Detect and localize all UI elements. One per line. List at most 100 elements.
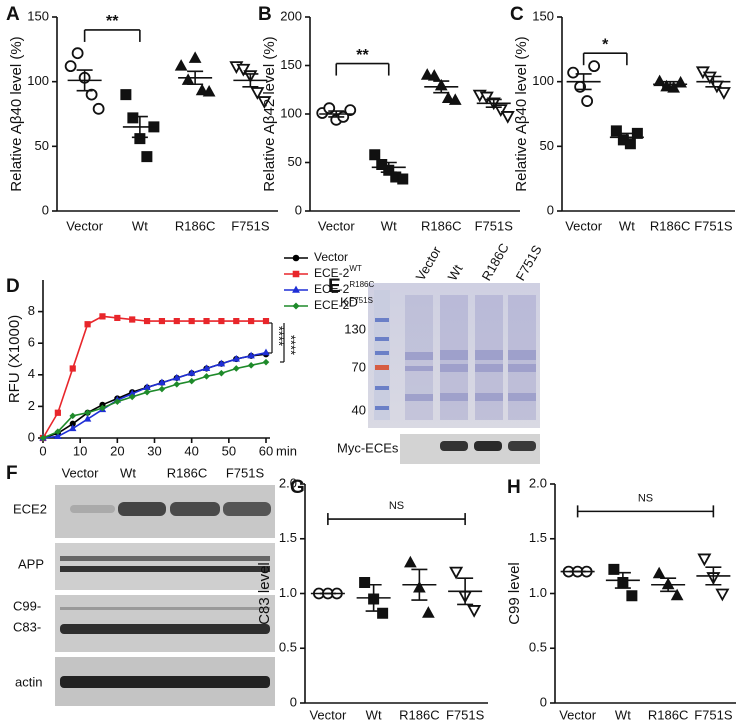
x-tick-label: Vector [565, 218, 603, 233]
data-point [448, 93, 462, 105]
row-label: C83- [13, 619, 41, 634]
data-point [247, 351, 255, 359]
y-axis-label: Relative Aβ42 level (%) [261, 36, 278, 191]
data-point [71, 47, 84, 60]
data-point [203, 373, 210, 380]
row-label: actin [15, 674, 42, 689]
panel-letter: C [510, 4, 524, 25]
panel-letter: B [258, 4, 272, 25]
y-tick-label: 2.0 [279, 475, 297, 490]
y-tick-label: 200 [280, 8, 302, 23]
y-tick-label: 1.0 [279, 585, 297, 600]
data-point [143, 388, 151, 396]
significance-label: ** [106, 13, 119, 30]
row-label: C99- [13, 598, 41, 613]
data-point [188, 51, 202, 63]
data-point [236, 63, 251, 77]
data-point [670, 588, 684, 601]
data-point [54, 428, 62, 435]
data-point [158, 385, 166, 393]
y-tick-label: 150 [532, 8, 554, 23]
x-tick-label: F751S [475, 218, 514, 233]
significance-label: NS [389, 500, 404, 512]
data-point [247, 362, 255, 369]
x-tick-label: 0 [39, 443, 46, 458]
data-point [262, 358, 270, 366]
data-point [652, 566, 666, 579]
y-tick-label: 0.5 [529, 640, 547, 655]
legend-marker [292, 254, 300, 262]
y-tick-label: 2.0 [529, 475, 547, 490]
data-point [158, 317, 166, 325]
x-tick-label: F751S [694, 218, 733, 233]
data-point [218, 369, 225, 377]
data-point [427, 69, 441, 81]
data-point [54, 409, 61, 416]
data-point [69, 412, 77, 420]
y-tick-label: 0 [547, 202, 554, 217]
lane-label: Vector [413, 243, 445, 283]
data-point [127, 112, 139, 124]
panel-letter: G [290, 477, 305, 498]
x-tick-label: 30 [147, 443, 161, 458]
data-point [187, 369, 196, 376]
row-label: ECE2 [13, 501, 47, 516]
y-tick-label: 1.5 [279, 530, 297, 545]
y-tick-label: 100 [532, 73, 554, 88]
western-blot-image [55, 485, 275, 706]
legend-name: ECE-2 [314, 266, 350, 280]
legend-superscript: R186C [349, 280, 374, 289]
data-point [404, 555, 417, 568]
y-tick-label: 0.5 [279, 640, 297, 655]
x-tick-label: 60 [259, 443, 273, 458]
data-point [420, 68, 434, 80]
y-axis-label: RFU (X1000) [6, 315, 23, 403]
data-point [129, 316, 136, 323]
data-point [232, 365, 240, 372]
panel-letter: H [507, 477, 521, 498]
data-point [188, 317, 195, 325]
y-tick-label: 100 [280, 105, 302, 120]
data-point [715, 588, 730, 602]
y-tick-label: 150 [27, 8, 49, 23]
data-point [173, 373, 181, 381]
series-line [42, 361, 267, 439]
blot-label: Myc-ECEs [337, 440, 399, 455]
data-point [69, 365, 76, 372]
y-axis-label: Relative Aβ40 level (%) [8, 36, 25, 191]
x-tick-label: R186C [650, 218, 690, 233]
y-tick-label: 1.0 [529, 585, 547, 600]
data-point [449, 566, 464, 580]
data-point [217, 359, 226, 367]
data-point [69, 424, 77, 432]
data-point [99, 313, 106, 320]
data-point [369, 149, 381, 161]
data-point [441, 91, 455, 103]
data-point [467, 605, 482, 618]
x-tick-label: Wt [366, 707, 382, 721]
data-point [248, 317, 255, 325]
data-point [92, 103, 105, 115]
y-tick-label: 2 [28, 398, 35, 413]
data-point [39, 434, 47, 442]
data-point [83, 414, 92, 422]
data-point [203, 317, 210, 325]
data-point [626, 590, 638, 602]
data-point [128, 393, 136, 401]
y-tick-label: 0 [42, 202, 49, 217]
data-point [257, 96, 272, 109]
data-point [250, 87, 265, 100]
x-tick-label: Wt [615, 707, 631, 721]
x-tick-label: 50 [222, 443, 236, 458]
y-tick-label: 0 [540, 694, 547, 709]
lane-label: Wt [445, 262, 466, 284]
x-tick-label: F751S [694, 707, 733, 721]
data-point [69, 420, 76, 427]
legend-marker [292, 302, 300, 310]
x-tick-label: Vector [318, 218, 356, 233]
legend-superscript: F751S [349, 296, 373, 305]
x-tick-label: R186C [648, 707, 688, 721]
lane-label: Vector [62, 465, 100, 480]
